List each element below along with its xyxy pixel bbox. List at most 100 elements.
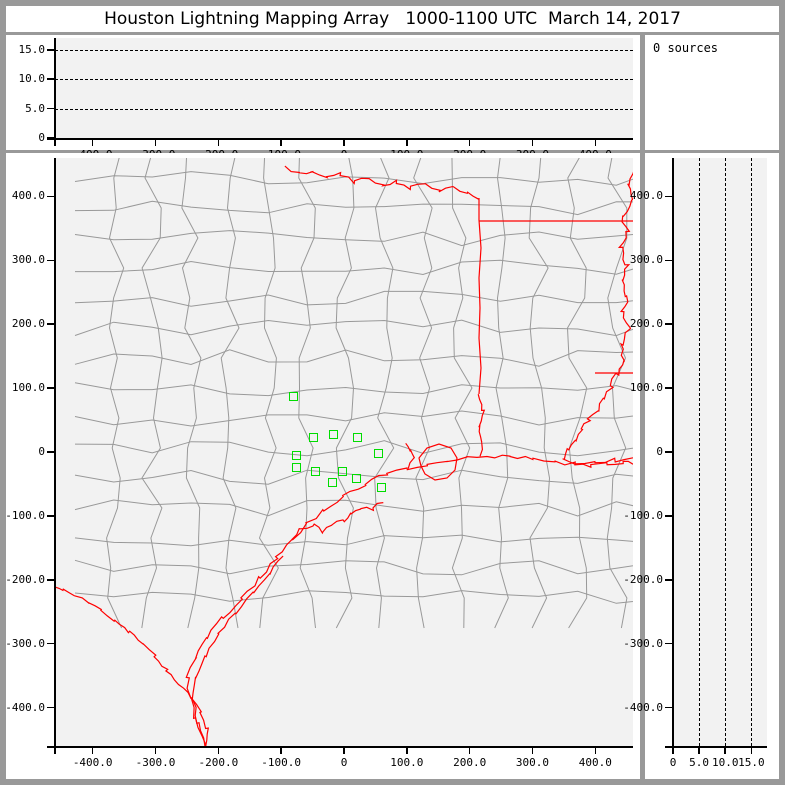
- lma-station-marker[interactable]: [352, 474, 362, 484]
- lma-station-marker[interactable]: [311, 466, 321, 476]
- y-tick-label: 200.0: [11, 317, 45, 331]
- y-tick-label: -400.0: [623, 700, 663, 714]
- y-tick: [665, 579, 673, 581]
- y-tick-label: -100.0: [623, 508, 663, 522]
- y-tick-label: -300.0: [5, 636, 45, 650]
- lma-station-marker[interactable]: [374, 449, 384, 459]
- x-axis-line: [47, 138, 633, 140]
- gridline-vertical: [751, 158, 753, 746]
- x-tick-label: 0: [669, 756, 677, 769]
- y-tick: [47, 515, 55, 517]
- x-tick: [531, 746, 534, 754]
- x-tick: [217, 138, 220, 146]
- x-tick: [724, 746, 726, 754]
- x-tick: [672, 746, 674, 754]
- height-profile-plot-area[interactable]: [673, 158, 767, 746]
- lma-station-marker[interactable]: [377, 483, 387, 493]
- x-tick-label: 15.0: [738, 756, 765, 769]
- x-tick: [468, 138, 471, 146]
- y-tick-label: 15.0: [18, 42, 46, 56]
- x-tick: [750, 746, 753, 754]
- x-tick: [154, 746, 157, 754]
- y-tick: [47, 78, 55, 80]
- y-tick-label: 400.0: [629, 189, 663, 203]
- y-tick-label: 200.0: [629, 317, 663, 331]
- y-tick: [665, 706, 673, 709]
- lma-station-marker[interactable]: [289, 391, 299, 401]
- lma-station-marker[interactable]: [338, 466, 348, 476]
- plan-view-map-plot-area[interactable]: [55, 158, 633, 746]
- y-tick-label: -200.0: [5, 572, 45, 586]
- lma-station-marker[interactable]: [309, 433, 319, 443]
- y-tick: [665, 259, 673, 261]
- y-tick: [665, 515, 673, 517]
- y-tick-label: 300.0: [11, 253, 45, 267]
- x-axis-line: [47, 746, 633, 748]
- y-tick: [47, 642, 55, 645]
- x-tick: [343, 746, 345, 754]
- y-tick: [47, 706, 55, 709]
- y-tick-label: 10.0: [18, 72, 46, 86]
- x-tick-label: 200.0: [453, 756, 487, 769]
- y-tick: [665, 195, 673, 198]
- height-profile-panel: -400.0 -300.0 -200.0 -100.0 0 100.0 200.0 300.0…: [623, 153, 779, 779]
- y-tick-label: -200.0: [623, 572, 663, 586]
- gridline-vertical: [699, 158, 701, 746]
- time-height-panel: 05.010.015.0-400.0-300.0-200.0-100.00100…: [6, 35, 640, 161]
- lma-station-marker[interactable]: [292, 463, 302, 473]
- x-tick: [594, 138, 597, 146]
- time-height-plot-area[interactable]: [55, 38, 633, 138]
- y-tick-label: 0: [656, 445, 663, 458]
- x-tick: [280, 746, 282, 754]
- y-tick-label: 300.0: [629, 253, 663, 267]
- source-count-panel: 0 sources: [645, 35, 779, 150]
- y-tick: [47, 451, 55, 453]
- x-tick-label: 5.0: [689, 756, 710, 769]
- x-tick: [468, 746, 471, 754]
- y-tick-label: -100.0: [5, 508, 45, 522]
- x-tick: [594, 746, 597, 754]
- x-tick-label: -300.0: [135, 756, 176, 769]
- page-title: Houston Lightning Mapping Array 1000-110…: [104, 9, 681, 29]
- x-tick: [280, 138, 282, 146]
- lma-station-marker[interactable]: [328, 430, 338, 440]
- x-tick-label: 0: [340, 756, 348, 769]
- y-axis-line: [672, 158, 674, 754]
- y-tick: [47, 49, 55, 51]
- y-tick: [47, 195, 55, 198]
- y-axis-line: [54, 38, 56, 146]
- x-tick: [343, 138, 345, 146]
- y-tick-label: 100.0: [629, 381, 663, 395]
- lma-station-marker[interactable]: [353, 433, 363, 443]
- y-tick: [47, 579, 55, 581]
- y-tick: [665, 323, 673, 325]
- x-tick-label: 300.0: [515, 756, 550, 769]
- lma-station-marker[interactable]: [328, 478, 338, 488]
- x-tick: [406, 138, 408, 146]
- x-tick-label: -200.0: [198, 756, 239, 769]
- y-tick: [47, 387, 55, 389]
- x-tick-label: 400.0: [578, 756, 612, 769]
- y-tick-label: 0: [38, 131, 45, 144]
- x-tick-label: 10.0: [711, 756, 739, 769]
- y-tick: [665, 387, 673, 389]
- x-tick-label: -100.0: [261, 756, 302, 769]
- geography-overlay: [55, 158, 633, 746]
- y-tick: [665, 642, 673, 645]
- y-tick-label: 5.0: [25, 101, 45, 115]
- gridline-vertical: [725, 158, 727, 746]
- y-tick: [665, 451, 673, 453]
- title-bar: Houston Lightning Mapping Array 1000-110…: [6, 6, 779, 32]
- gridline-horizontal: [55, 108, 633, 110]
- x-tick: [406, 746, 408, 754]
- x-tick: [531, 138, 534, 146]
- source-count-label: 0 sources: [653, 41, 719, 55]
- x-tick-label: 100.0: [390, 756, 424, 769]
- lma-station-marker[interactable]: [292, 450, 302, 460]
- y-tick: [47, 107, 55, 110]
- y-tick-label: 100.0: [11, 381, 45, 395]
- x-tick: [217, 746, 220, 754]
- x-tick: [91, 746, 94, 754]
- y-tick: [47, 323, 55, 325]
